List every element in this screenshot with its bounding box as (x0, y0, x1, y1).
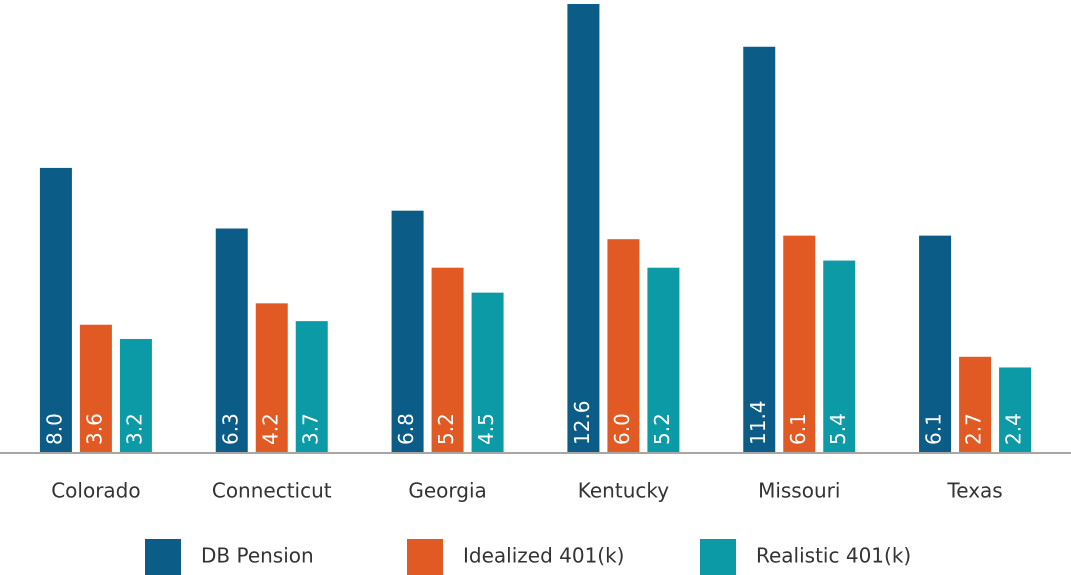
value-label: 2.7 (962, 413, 986, 445)
value-label: 6.3 (218, 413, 242, 445)
bar (79, 324, 112, 453)
bar (647, 267, 680, 453)
bar (783, 235, 816, 453)
bar (471, 292, 504, 453)
value-label: 5.4 (826, 413, 850, 445)
legend-swatch (700, 539, 736, 575)
legend-swatch (407, 539, 443, 575)
x-tick-label: Kentucky (578, 479, 669, 503)
value-label: 12.6 (570, 400, 594, 445)
bar (39, 167, 72, 453)
value-label: 5.2 (650, 413, 674, 445)
x-tick-label: Georgia (408, 479, 486, 503)
bar (999, 367, 1032, 453)
value-label: 4.2 (258, 413, 282, 445)
bar (391, 210, 424, 453)
value-label: 2.4 (1002, 413, 1026, 445)
value-label: 6.8 (394, 413, 418, 445)
legend-label: DB Pension (201, 544, 314, 568)
bar (743, 46, 776, 454)
x-tick-label: Connecticut (212, 479, 332, 503)
value-label: 11.4 (746, 400, 770, 445)
bar (255, 303, 288, 453)
x-tick-label: Colorado (51, 479, 140, 503)
value-label: 3.6 (82, 413, 106, 445)
legend-swatch (145, 539, 181, 575)
bar (431, 267, 464, 453)
bar (607, 239, 640, 453)
legend-label: Idealized 401(k) (463, 544, 624, 568)
value-label: 6.0 (610, 413, 634, 445)
value-label: 3.2 (122, 413, 146, 445)
bar (919, 235, 952, 453)
bar (119, 338, 152, 453)
bar (959, 356, 992, 453)
bar (567, 4, 600, 453)
value-label: 3.7 (298, 413, 322, 445)
value-label: 4.5 (474, 413, 498, 445)
value-label: 5.2 (434, 413, 458, 445)
x-tick-label: Missouri (758, 479, 840, 503)
value-label: 6.1 (786, 413, 810, 445)
bar (823, 260, 856, 453)
x-tick-label: Texas (946, 479, 1002, 503)
value-label: 6.1 (922, 413, 946, 445)
bar (215, 228, 248, 453)
bar (295, 321, 328, 453)
legend-label: Realistic 401(k) (756, 544, 911, 568)
value-label: 8.0 (42, 413, 66, 445)
